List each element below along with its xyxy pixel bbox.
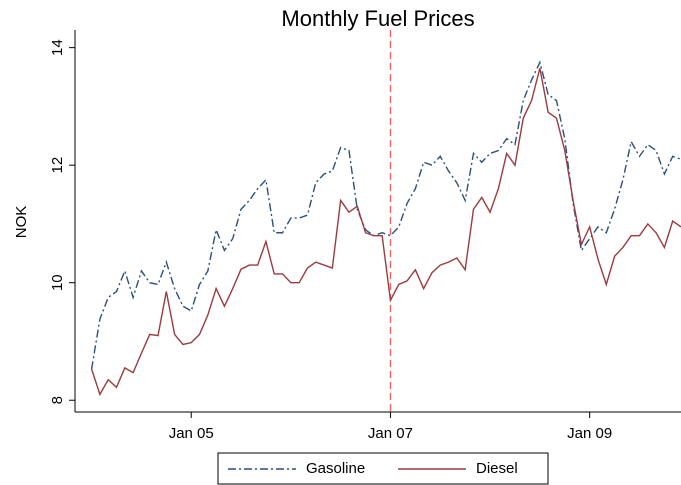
y-tick-label: 12 — [49, 157, 66, 174]
y-tick-label: 10 — [49, 274, 66, 291]
y-tick-label: 14 — [49, 39, 66, 56]
y-axis-label: NOK — [13, 206, 30, 239]
legend: Gasoline Diesel — [217, 452, 549, 485]
series-line — [90, 68, 681, 397]
x-tick-label: Jan 05 — [169, 425, 214, 442]
y-tick-label: 8 — [49, 396, 66, 404]
chart-title: Monthly Fuel Prices — [281, 6, 474, 31]
x-tick-label: Jan 07 — [368, 425, 413, 442]
x-tick-label: Jan 09 — [567, 425, 612, 442]
legend-label: Diesel — [476, 460, 518, 477]
legend-label: Gasoline — [306, 460, 365, 477]
series-line — [90, 60, 681, 370]
